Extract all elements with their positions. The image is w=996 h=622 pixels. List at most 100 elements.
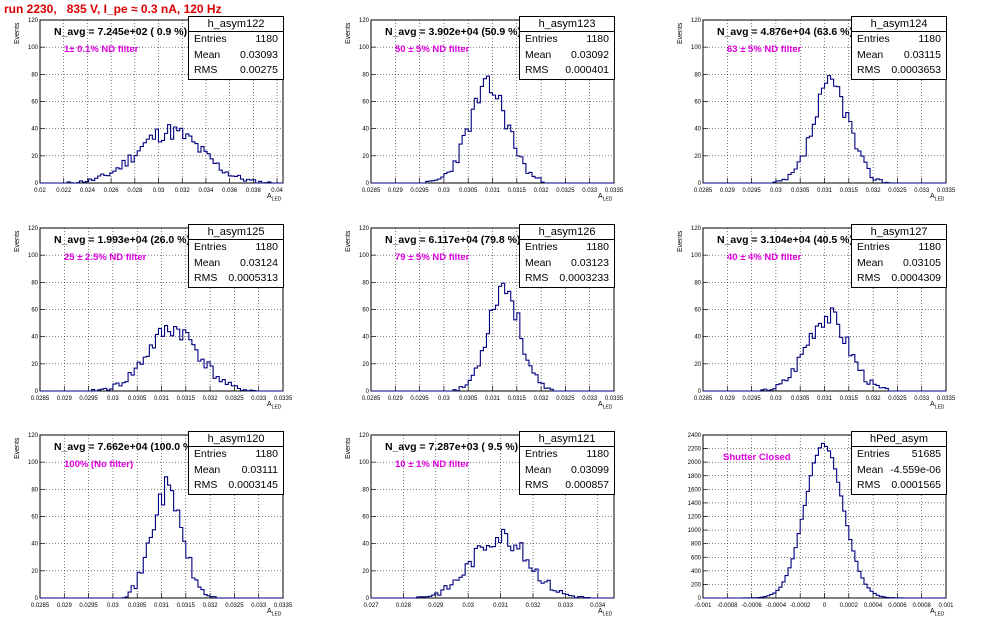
- stats-label: RMS: [525, 272, 549, 284]
- x-tick-label: 0.029: [720, 188, 736, 194]
- x-tick-label: -0.0002: [790, 603, 811, 609]
- x-axis-label: ALED: [267, 401, 282, 411]
- navg-label: N_avg = 7.662e+04 (100.0 %): [54, 441, 196, 453]
- y-tick-label: 2000: [688, 460, 702, 466]
- y-tick-label: 80: [31, 280, 38, 286]
- stats-row-entries: Entries 1180: [520, 32, 614, 48]
- y-tick-label: 0: [35, 596, 39, 602]
- y-tick-label: 20: [362, 154, 369, 160]
- stats-row-mean: Mean 0.03099: [520, 463, 614, 479]
- y-tick-label: 40: [31, 542, 38, 548]
- x-tick-label: 0.034: [198, 188, 214, 194]
- stats-label: RMS: [194, 64, 218, 76]
- y-tick-label: 100: [691, 253, 702, 259]
- x-tick-label: 0.0305: [128, 396, 147, 402]
- x-tick-label: 0.03: [107, 396, 119, 402]
- navg-label: N_avg = 3.902e+04 (50.9 %): [385, 26, 522, 38]
- y-tick-label: 100: [28, 460, 39, 466]
- stats-label: Entries: [525, 241, 558, 253]
- y-tick-label: 60: [362, 100, 369, 106]
- stats-value: 0.0003233: [559, 272, 609, 284]
- y-tick-label: 1600: [688, 487, 702, 493]
- y-tick-label: 20: [31, 362, 38, 368]
- histogram-name: h_asym123: [520, 17, 614, 32]
- stats-value: 0.03092: [571, 48, 609, 61]
- x-tick-label: 0.031: [817, 188, 833, 194]
- x-tick-label: 0.0325: [225, 396, 244, 402]
- stats-row-entries: Entries 1180: [520, 240, 614, 256]
- stats-label: Mean: [857, 48, 884, 61]
- x-axis-label: ALED: [267, 608, 282, 618]
- filter-annotation: 40 ± 4% ND filter: [727, 252, 802, 263]
- stats-label: Mean: [194, 256, 221, 269]
- y-tick-label: 40: [694, 127, 701, 133]
- stats-row-entries: Entries 1180: [189, 240, 283, 256]
- y-tick-label: 1800: [688, 474, 702, 480]
- y-tick-label: 120: [28, 433, 39, 439]
- stats-label: Entries: [525, 33, 558, 45]
- stats-label: RMS: [525, 479, 549, 491]
- stats-value: 0.00275: [240, 64, 278, 76]
- stats-row-mean: Mean 0.03123: [520, 256, 614, 272]
- x-tick-label: 0.0285: [694, 188, 713, 194]
- x-tick-label: 0.029: [57, 396, 73, 402]
- y-axis-label: Events: [345, 437, 352, 459]
- histogram-name: h_asym120: [189, 432, 283, 447]
- histogram-plot: 0.0285 0.029 0.0295 0.03 0.0305 0.031 0.0315 0.…: [359, 226, 624, 402]
- y-tick-label: 0: [35, 181, 39, 187]
- x-tick-label: 0.027: [363, 603, 379, 609]
- filter-annotation: 50 ± 5% ND filter: [395, 44, 470, 55]
- x-tick-label: 0.033: [582, 396, 598, 402]
- histogram-name: h_asym124: [852, 17, 946, 32]
- stats-value: 0.0004309: [891, 272, 941, 284]
- histogram-pad-h_asym121: 0.027 0.028 0.029 0.03 0.031 0.032 0.033 0.034 0…: [345, 431, 615, 617]
- x-tick-label: 0.03: [153, 188, 165, 194]
- filter-annotation: 79 ± 5% ND filter: [395, 252, 470, 263]
- y-tick-label: 400: [691, 569, 702, 575]
- x-tick-label: 0.0285: [31, 603, 50, 609]
- y-tick-label: 200: [691, 582, 702, 588]
- y-tick-label: 60: [694, 308, 701, 314]
- stats-value: 0.03093: [240, 48, 278, 61]
- x-tick-label: 0.0295: [410, 396, 429, 402]
- x-tick-label: 0.022: [56, 188, 72, 194]
- x-axis-label: ALED: [930, 193, 945, 203]
- x-tick-label: 0.031: [154, 396, 170, 402]
- stats-row-mean: Mean 0.03092: [520, 48, 614, 64]
- stats-label: Entries: [857, 33, 890, 45]
- x-tick-label: 0.031: [817, 396, 833, 402]
- x-tick-label: 0.033: [582, 188, 598, 194]
- y-tick-label: 1400: [688, 501, 702, 507]
- stats-box: h_asym121 Entries 1180 Mean 0.03099 RMS 0.0008…: [519, 431, 615, 495]
- histogram-pad-h_asym126: 0.0285 0.029 0.0295 0.03 0.0305 0.031 0.0315 0.…: [345, 224, 624, 410]
- x-tick-label: 0.029: [720, 396, 736, 402]
- stats-box: h_asym123 Entries 1180 Mean 0.03092 RMS 0.0004…: [519, 16, 615, 80]
- stats-value: 1180: [586, 448, 609, 460]
- x-tick-label: 0.0325: [556, 188, 575, 194]
- x-tick-label: 0.033: [914, 188, 930, 194]
- y-tick-label: 20: [362, 569, 369, 575]
- x-tick-label: 0.028: [396, 603, 412, 609]
- y-axis-label: Events: [345, 230, 352, 252]
- y-tick-label: 80: [362, 280, 369, 286]
- histogram-series: [371, 282, 614, 392]
- x-tick-label: 0.0335: [605, 188, 624, 194]
- stats-box: hPed_asym Entries 51685 Mean -4.559e-06 RMS 0.…: [851, 431, 947, 495]
- histogram-pad-h_asym127: 0.0285 0.029 0.0295 0.03 0.0305 0.031 0.0315 0.…: [677, 224, 956, 410]
- stats-row-rms: RMS 0.0001565: [852, 478, 946, 494]
- stats-row-entries: Entries 1180: [852, 32, 946, 48]
- y-axis-label: Events: [14, 437, 21, 459]
- stats-value: 0.0003145: [228, 479, 278, 491]
- stats-row-mean: Mean 0.03111: [189, 463, 283, 479]
- y-axis-label: Events: [14, 230, 21, 252]
- y-tick-label: 60: [362, 308, 369, 314]
- stats-label: Entries: [194, 448, 227, 460]
- stats-label: Entries: [194, 241, 227, 253]
- x-tick-label: 0.0305: [128, 603, 147, 609]
- y-tick-label: 100: [359, 253, 370, 259]
- stats-label: Mean: [857, 256, 884, 269]
- stats-value: 1180: [918, 33, 941, 45]
- x-tick-label: 0.0305: [791, 396, 810, 402]
- x-tick-label: 0.026: [104, 188, 120, 194]
- filter-annotation: 25 ± 2.5% ND filter: [64, 252, 147, 263]
